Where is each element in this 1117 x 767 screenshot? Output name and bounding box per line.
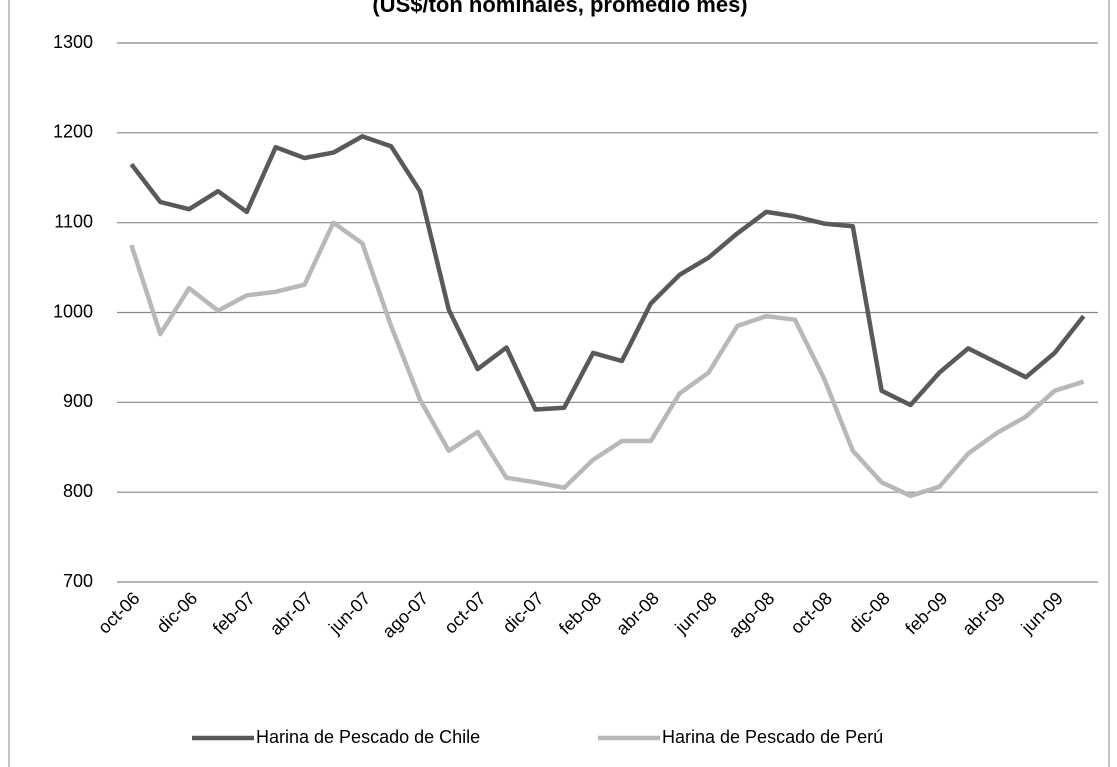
legend-label: Harina de Pescado de Chile — [256, 727, 480, 747]
series-line — [129, 134, 1086, 412]
x-tick-label: jun-09 — [1017, 588, 1067, 638]
x-tick-label: ago-07 — [378, 588, 432, 642]
y-tick-label: 900 — [63, 391, 93, 411]
y-tick-label: 1300 — [53, 32, 93, 52]
x-tick-label: oct-08 — [787, 588, 837, 638]
chart-frame — [8, 0, 1110, 767]
x-tick-label: jun-08 — [670, 588, 720, 638]
x-tick-label: dic-08 — [845, 588, 894, 637]
x-tick-label: dic-07 — [499, 588, 548, 637]
x-tick-label: oct-06 — [94, 588, 144, 638]
x-tick-label: ago-08 — [725, 588, 779, 642]
x-tick-label: feb-08 — [555, 588, 605, 638]
y-tick-label: 1200 — [53, 122, 93, 142]
x-tick-label: feb-07 — [209, 588, 259, 638]
y-tick-label: 1100 — [54, 211, 93, 231]
x-tick-label: abr-09 — [958, 588, 1009, 639]
x-tick-label: oct-07 — [440, 588, 490, 638]
x-tick-label: feb-09 — [901, 588, 951, 638]
series-line — [129, 220, 1085, 499]
x-tick-label: jun-07 — [324, 588, 374, 638]
y-tick-label: 800 — [63, 481, 93, 501]
chart-title: (US$/ton nominales, promedio mes) — [372, 0, 747, 17]
x-tick-label: abr-07 — [266, 588, 317, 639]
x-tick-label: abr-08 — [612, 588, 663, 639]
y-tick-label: 700 — [63, 571, 93, 591]
x-tick-label: dic-06 — [153, 588, 202, 637]
y-tick-label: 1000 — [53, 301, 93, 321]
legend-label: Harina de Pescado de Perú — [662, 727, 883, 747]
